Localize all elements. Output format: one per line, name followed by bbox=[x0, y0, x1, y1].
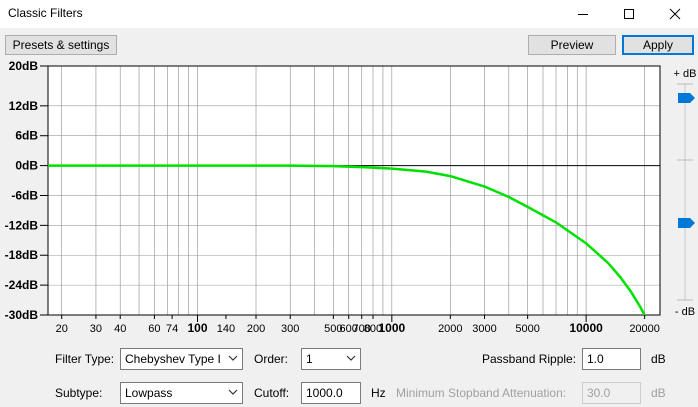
plot-frame bbox=[47, 65, 661, 316]
cutoff-label: Cutoff: bbox=[254, 386, 290, 400]
db-scale-bottom-label: - dB bbox=[675, 306, 695, 318]
x-tick-label: 140 bbox=[217, 323, 235, 335]
x-tick-label: 30 bbox=[90, 323, 102, 335]
vertical-grid bbox=[61, 66, 645, 315]
cutoff-input[interactable]: 1000.0 bbox=[301, 382, 361, 404]
window-title: Classic Filters bbox=[8, 6, 83, 20]
response-curve bbox=[48, 164, 646, 315]
subtype-value: Lowpass bbox=[125, 386, 173, 400]
chevron-down-icon bbox=[228, 389, 238, 395]
x-tick-label: 60 bbox=[148, 323, 160, 335]
order-value: 1 bbox=[306, 352, 313, 366]
close-icon bbox=[669, 8, 681, 20]
order-select[interactable]: 1 bbox=[301, 348, 361, 370]
db-scale-top-label: + dB bbox=[674, 68, 697, 80]
db-scale: + dB - dB bbox=[674, 68, 697, 318]
order-label: Order: bbox=[254, 352, 289, 366]
presets-settings-button[interactable]: Presets & settings bbox=[5, 35, 117, 55]
y-tick-label: 20dB bbox=[9, 60, 39, 73]
filter-type-select[interactable]: Chebyshev Type I bbox=[120, 348, 243, 370]
subtype-select[interactable]: Lowpass bbox=[120, 382, 243, 404]
x-tick-label: 700 bbox=[353, 323, 371, 335]
passband-ripple-unit: dB bbox=[651, 352, 666, 366]
frequency-response-graph: 20dB 12dB 6dB 0dB -6dB -12dB -18dB -24dB -30dB 2… bbox=[5, 60, 697, 335]
x-tick-label: 500 bbox=[324, 323, 342, 335]
maximize-icon bbox=[624, 9, 634, 19]
filter-type-value: Chebyshev Type I bbox=[125, 352, 221, 366]
y-tick-label: 6dB bbox=[15, 129, 38, 143]
passband-ripple-value: 1.0 bbox=[587, 352, 604, 366]
passband-ripple-label: Passband Ripple: bbox=[482, 352, 577, 366]
y-tick-label: 12dB bbox=[9, 99, 39, 113]
apply-label: Apply bbox=[642, 38, 674, 52]
x-tick-label: 2000 bbox=[438, 323, 462, 335]
x-tick-label: 10000 bbox=[569, 321, 603, 335]
y-tick-label: -6dB bbox=[11, 188, 38, 202]
cutoff-value: 1000.0 bbox=[306, 386, 343, 400]
x-tick-label: 40 bbox=[114, 323, 126, 335]
x-tick-label: 20000 bbox=[629, 323, 660, 335]
db-max-slider-handle[interactable] bbox=[678, 93, 695, 103]
x-tick-label: 600 bbox=[340, 323, 358, 335]
x-tick-label: 800 bbox=[364, 323, 382, 335]
y-tick-label: -30dB bbox=[5, 308, 39, 322]
x-tick-label: 3000 bbox=[472, 323, 496, 335]
maximize-button[interactable] bbox=[606, 0, 652, 28]
db-min-slider-handle[interactable] bbox=[678, 218, 695, 228]
x-tick-label: 20 bbox=[56, 323, 68, 335]
min-stopband-unit: dB bbox=[651, 386, 666, 400]
preview-button[interactable]: Preview bbox=[528, 35, 616, 55]
y-axis-labels: 20dB 12dB 6dB 0dB -6dB -12dB -18dB -24dB -30dB bbox=[5, 60, 48, 322]
title-bar: Classic Filters bbox=[0, 0, 698, 28]
minimize-icon bbox=[578, 14, 588, 15]
x-tick-label: 100 bbox=[188, 321, 208, 335]
y-tick-label: 0dB bbox=[15, 159, 38, 173]
y-tick-label: -24dB bbox=[5, 278, 39, 292]
minimize-button[interactable] bbox=[560, 0, 606, 28]
subtype-label: Subtype: bbox=[55, 386, 103, 400]
y-tick-label: -12dB bbox=[5, 218, 39, 232]
chevron-down-icon bbox=[228, 355, 238, 361]
min-stopband-value: 30.0 bbox=[587, 386, 611, 400]
presets-settings-label: Presets & settings bbox=[12, 38, 110, 52]
chevron-down-icon bbox=[346, 355, 356, 361]
passband-ripple-input[interactable]: 1.0 bbox=[582, 348, 641, 370]
filter-type-label: Filter Type: bbox=[55, 352, 115, 366]
preview-label: Preview bbox=[550, 38, 594, 52]
x-tick-label: 74 bbox=[166, 323, 178, 335]
plot-area bbox=[48, 66, 660, 315]
min-stopband-label: Minimum Stopband Attenuation: bbox=[396, 386, 567, 400]
x-tick-label: 1000 bbox=[378, 321, 405, 335]
x-tick-label: 300 bbox=[281, 323, 299, 335]
close-button[interactable] bbox=[652, 0, 698, 28]
min-stopband-input[interactable]: 30.0 bbox=[582, 382, 641, 404]
cutoff-unit: Hz bbox=[371, 386, 386, 400]
x-tick-label: 200 bbox=[247, 323, 265, 335]
x-tick-label: 5000 bbox=[515, 323, 539, 335]
y-tick-label: -18dB bbox=[5, 248, 39, 262]
apply-button[interactable]: Apply bbox=[622, 35, 694, 55]
